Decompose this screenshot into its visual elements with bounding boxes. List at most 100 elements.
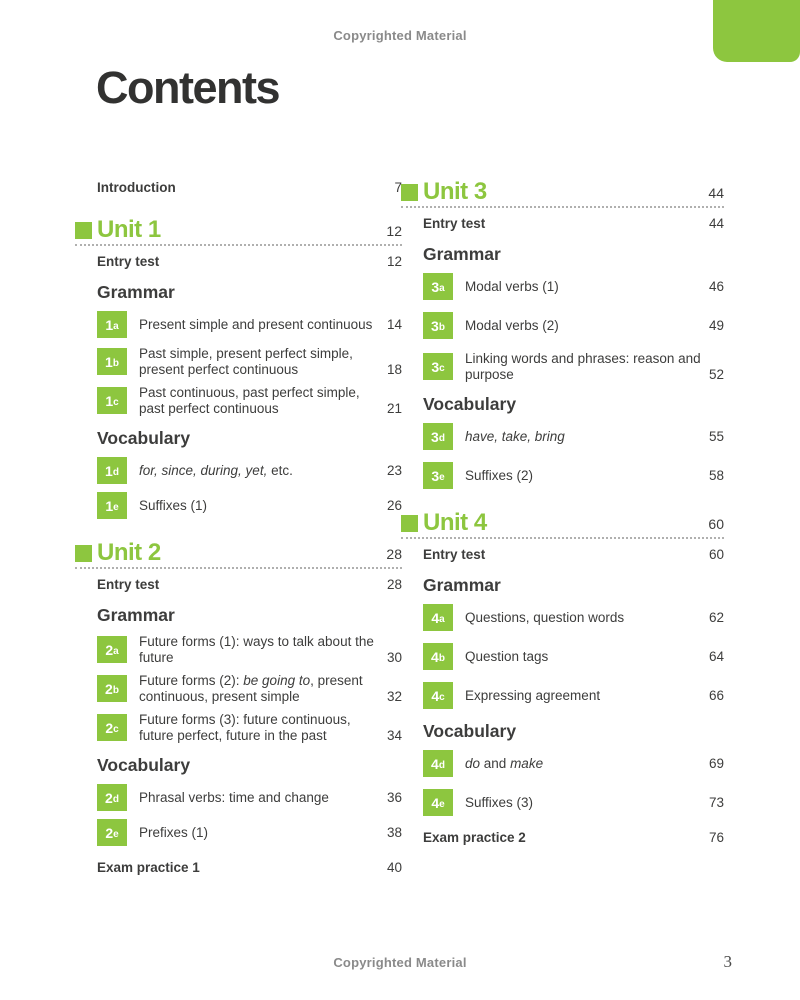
item-title: Future forms (3): future continuous, fut… xyxy=(139,712,387,743)
exam-practice-page-number: 76 xyxy=(708,830,724,845)
item-page-number: 62 xyxy=(708,610,724,626)
item-title: for, since, during, yet, etc. xyxy=(139,463,387,479)
item-title-segment: , present continuous, present simple xyxy=(139,673,363,704)
item-title-segment: Future forms (1): ways to talk about the… xyxy=(139,634,374,665)
item-body: Prefixes (1) 38 xyxy=(139,825,402,841)
item-title: Future forms (1): ways to talk about the… xyxy=(139,634,387,665)
item-body: Expressing agreement 66 xyxy=(465,688,724,704)
item-title: Phrasal verbs: time and change xyxy=(139,790,387,806)
item-badge-number: 2 xyxy=(105,719,114,736)
item-title: Suffixes (1) xyxy=(139,498,387,514)
item-badge-letter: a xyxy=(439,282,445,294)
item-title-segment: etc. xyxy=(267,462,293,478)
item-body: have, take, bring 55 xyxy=(465,429,724,445)
item-body: Questions, question words 62 xyxy=(465,610,724,626)
toc-item-row: 2 a Future forms (1): ways to talk about t… xyxy=(97,634,402,665)
item-badge-letter: d xyxy=(438,432,445,444)
item-title: Suffixes (3) xyxy=(465,795,709,811)
toc-item-row: 1 e Suffixes (1) 26 xyxy=(97,492,402,519)
item-body: Present simple and present continuous 14 xyxy=(139,317,402,333)
item-title: do and make xyxy=(465,756,709,772)
section-heading: Vocabulary xyxy=(97,428,191,448)
item-page-number: 58 xyxy=(708,468,724,484)
item-title-segment: for, since, during, yet, xyxy=(139,462,268,478)
toc-item-row: 2 e Prefixes (1) 38 xyxy=(97,819,402,846)
item-badge-letter: a xyxy=(113,645,119,657)
toc-item-row: 3 e Suffixes (2) 58 xyxy=(423,462,724,489)
item-page-number: 18 xyxy=(386,362,402,377)
item-badge-letter: a xyxy=(113,320,119,332)
item-page-number: 23 xyxy=(386,463,402,479)
item-body: Linking words and phrases: reason and pu… xyxy=(465,351,724,382)
item-body: Past continuous, past perfect simple, pa… xyxy=(139,385,402,416)
page-number: 3 xyxy=(723,952,733,971)
item-title-segment: Future forms (3): future continuous, fut… xyxy=(139,712,351,743)
item-badge-letter: c xyxy=(113,723,119,735)
unit-page-number: 12 xyxy=(386,223,402,239)
unit-heading: Unit 1 12 xyxy=(75,218,402,246)
item-body: Future forms (1): ways to talk about the… xyxy=(139,634,402,665)
unit-bullet-square xyxy=(401,184,418,201)
toc-item-row: 2 b Future forms (2): be going to, present… xyxy=(97,673,402,704)
item-title: Present simple and present continuous xyxy=(139,317,387,333)
item-badge-number: 3 xyxy=(431,358,440,375)
entry-test-row: Entry test 12 xyxy=(97,254,402,270)
exam-practice-row: Exam practice 2 76 xyxy=(423,830,724,846)
toc-item-row: 4 b Question tags 64 xyxy=(423,643,724,670)
item-body: Suffixes (1) 26 xyxy=(139,498,402,514)
exam-practice-row: Exam practice 1 40 xyxy=(97,860,402,876)
item-body: Future forms (2): be going to, present c… xyxy=(139,673,402,704)
item-badge-letter: d xyxy=(112,466,119,478)
item-badge-letter: d xyxy=(438,759,445,771)
toc-item-row: 1 b Past simple, present perfect simple, p… xyxy=(97,346,402,377)
item-body: do and make 69 xyxy=(465,756,724,772)
unit-page-number: 44 xyxy=(708,185,724,201)
item-title: Modal verbs (1) xyxy=(465,279,709,295)
item-title: Past continuous, past perfect simple, pa… xyxy=(139,385,387,416)
item-page-number: 69 xyxy=(708,756,724,772)
item-badge-letter: e xyxy=(113,501,119,513)
toc-item-row: 3 a Modal verbs (1) 46 xyxy=(423,273,724,300)
toc-item-row: 3 b Modal verbs (2) 49 xyxy=(423,312,724,339)
copyright-notice-bottom: Copyrighted Material xyxy=(333,955,467,970)
item-badge-letter: b xyxy=(112,684,119,696)
item-title-segment: Linking words and phrases: reason and pu… xyxy=(465,351,701,382)
entry-test-row: Entry test 28 xyxy=(97,577,402,593)
item-title-segment: Present simple and present continuous xyxy=(139,316,373,332)
section-heading: Grammar xyxy=(97,282,175,302)
entry-test-label: Entry test xyxy=(97,577,160,592)
intro-page-number: 7 xyxy=(394,180,402,195)
item-badge-number: 4 xyxy=(431,755,439,772)
toc-item-row: 2 d Phrasal verbs: time and change 36 xyxy=(97,784,402,811)
item-title: have, take, bring xyxy=(465,429,709,445)
item-badge-number: 3 xyxy=(431,428,439,445)
item-badge-letter: b xyxy=(112,357,119,369)
item-badge-number: 4 xyxy=(431,794,440,811)
section-heading: Vocabulary xyxy=(423,721,517,741)
item-title-segment: Suffixes (1) xyxy=(139,497,208,513)
item-body: Suffixes (2) 58 xyxy=(465,468,724,484)
item-page-number: 21 xyxy=(386,401,402,416)
item-badge-number: 3 xyxy=(431,317,439,334)
toc-column-right: Unit 3 44 Entry test 44 Grammar 3 a Modal verbs… xyxy=(401,180,724,846)
item-title-segment: Questions, question words xyxy=(465,609,625,625)
item-page-number: 52 xyxy=(708,367,724,382)
item-page-number: 55 xyxy=(708,429,724,445)
item-badge-number: 4 xyxy=(431,648,439,665)
item-page-number: 34 xyxy=(386,728,402,743)
item-badge-letter: c xyxy=(439,362,445,374)
entry-test-row: Entry test 60 xyxy=(423,547,724,563)
item-body: Phrasal verbs: time and change 36 xyxy=(139,790,402,806)
entry-test-label: Entry test xyxy=(97,254,160,269)
